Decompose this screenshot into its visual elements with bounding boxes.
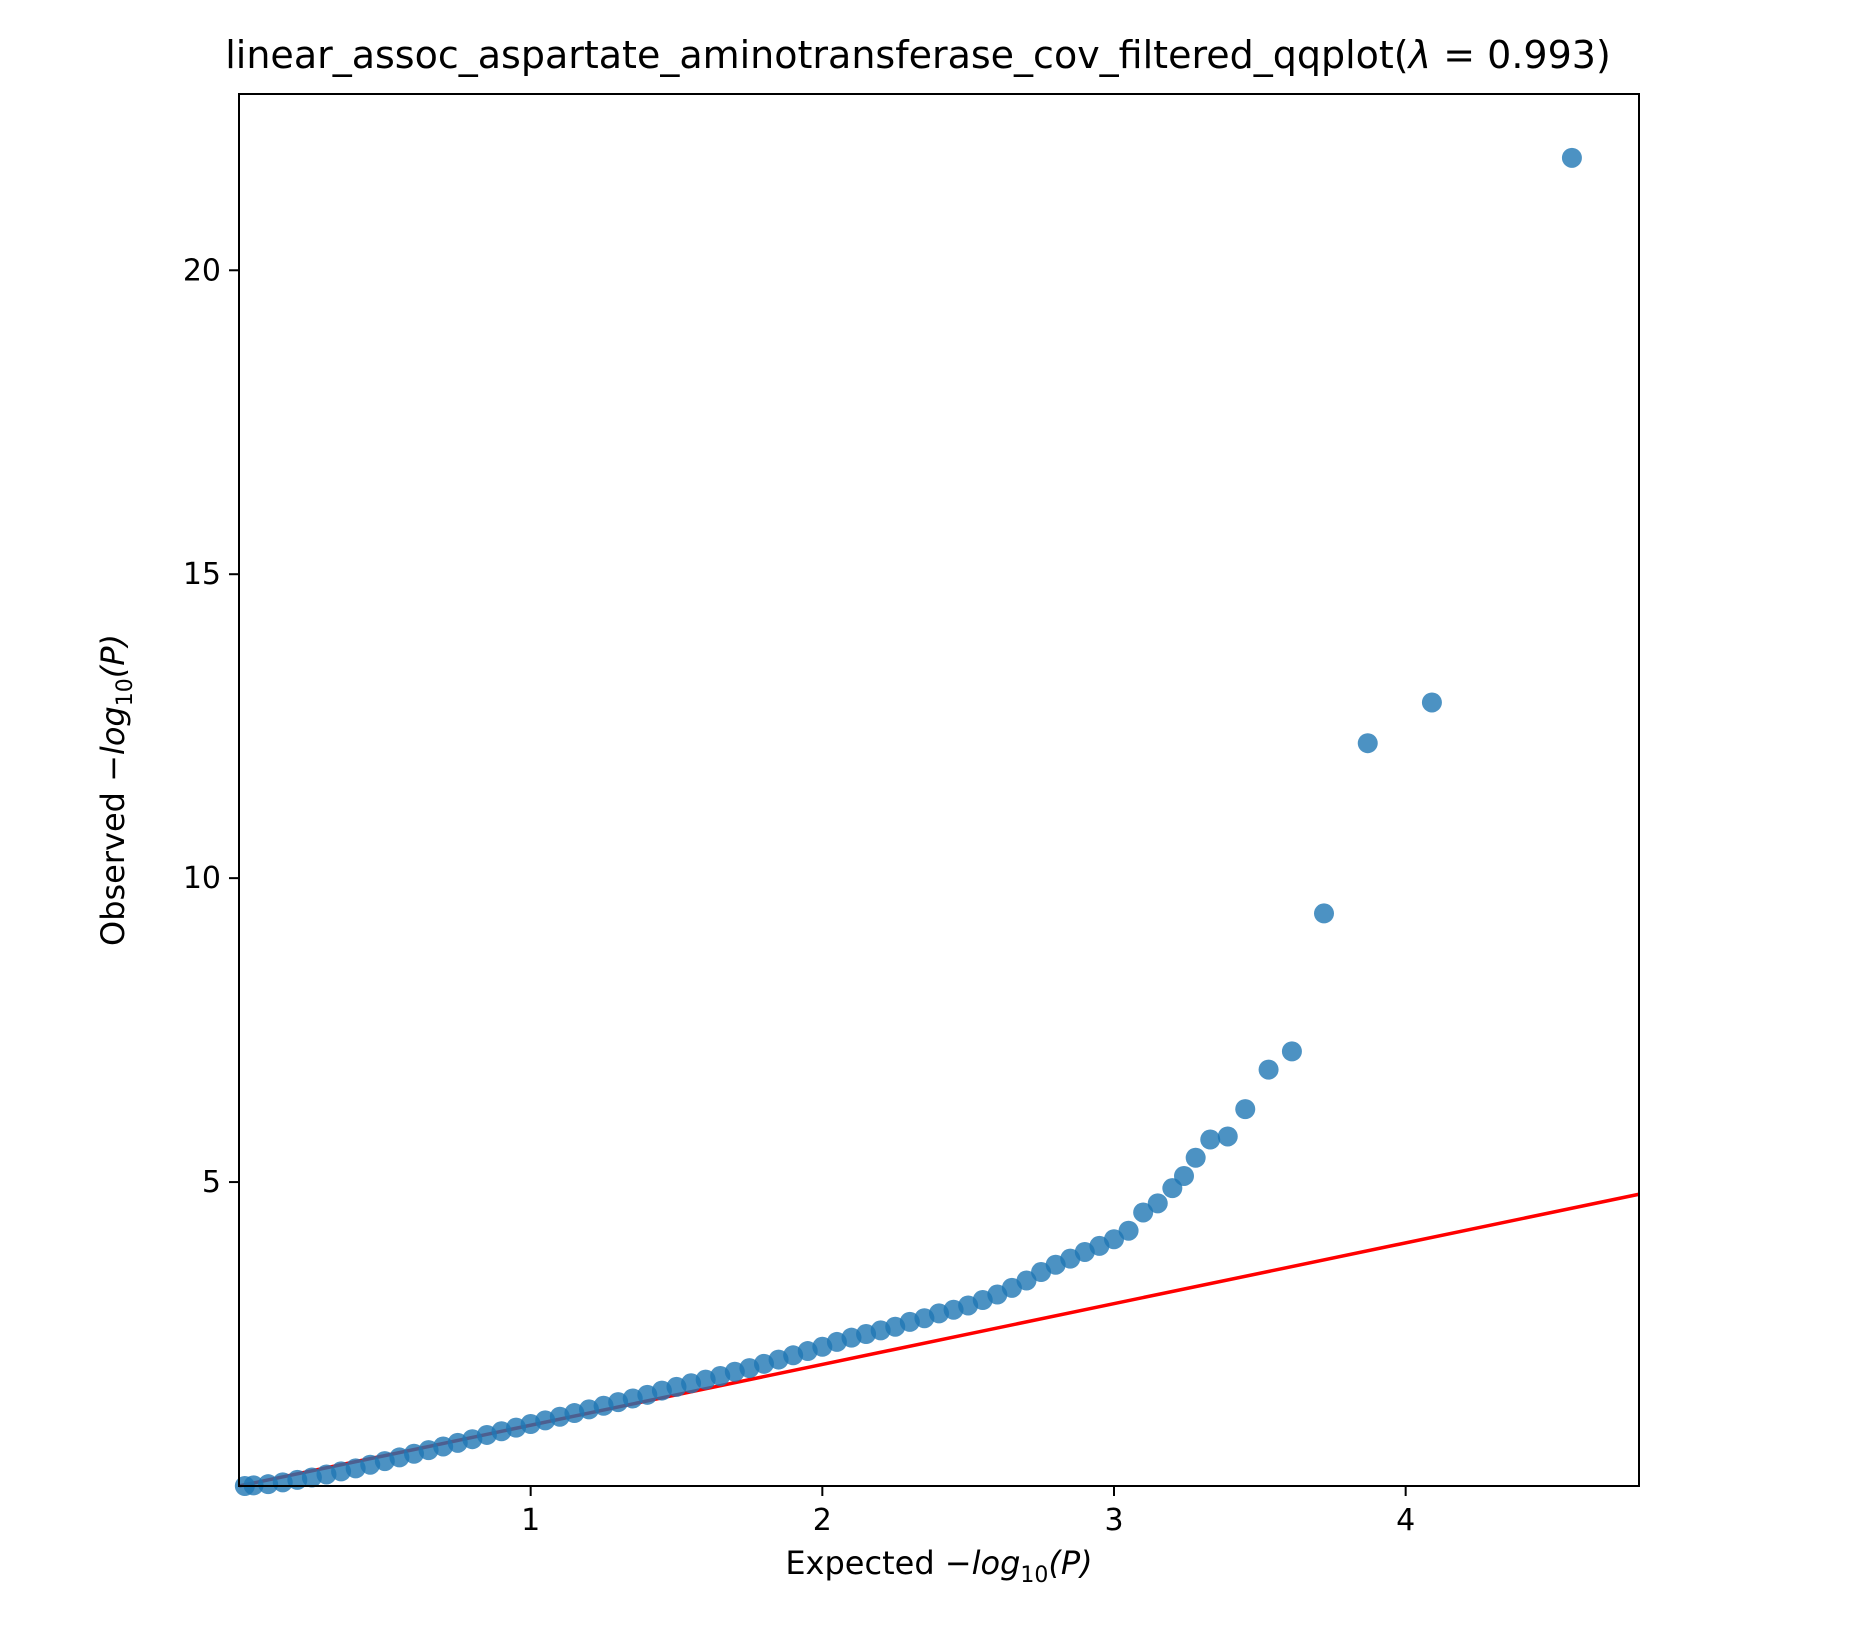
data-point xyxy=(1258,1059,1279,1080)
data-point xyxy=(1016,1270,1037,1291)
chart-title: linear_assoc_aspartate_aminotransferase_… xyxy=(225,33,1611,77)
x-tick-label: 4 xyxy=(1396,1503,1415,1538)
data-point xyxy=(1561,147,1582,168)
data-point xyxy=(1281,1041,1302,1062)
data-point xyxy=(1174,1165,1194,1186)
y-tick-label: 10 xyxy=(183,861,221,896)
x-axis: 1 2 3 4 xyxy=(521,1486,1415,1538)
plot-area xyxy=(234,93,1640,1496)
data-point xyxy=(1185,1147,1206,1168)
x-tick-label: 1 xyxy=(521,1503,540,1538)
data-point xyxy=(1357,733,1378,754)
data-point xyxy=(1118,1220,1139,1241)
data-point xyxy=(1421,692,1442,713)
y-tick-label: 15 xyxy=(183,557,221,592)
data-point xyxy=(1104,1229,1124,1250)
x-tick-label: 2 xyxy=(813,1503,832,1538)
data-point xyxy=(1200,1129,1221,1150)
x-axis-label: Expected −log10(P) xyxy=(785,1544,1092,1588)
data-point xyxy=(1235,1099,1256,1120)
data-point xyxy=(1147,1193,1168,1214)
y-tick-label: 5 xyxy=(202,1165,221,1200)
data-point xyxy=(258,1474,279,1495)
data-point xyxy=(1217,1126,1238,1147)
y-axis-label: Observed −log10(P) xyxy=(94,634,138,946)
x-tick-label: 3 xyxy=(1104,1503,1123,1538)
data-point xyxy=(1314,903,1334,924)
data-point xyxy=(1133,1202,1154,1223)
plot-background xyxy=(239,94,1639,1486)
points-group xyxy=(234,147,1582,1496)
y-axis: 5 10 15 20 xyxy=(183,253,239,1200)
plot-frame xyxy=(238,93,1640,1487)
y-tick-label: 20 xyxy=(183,253,221,288)
